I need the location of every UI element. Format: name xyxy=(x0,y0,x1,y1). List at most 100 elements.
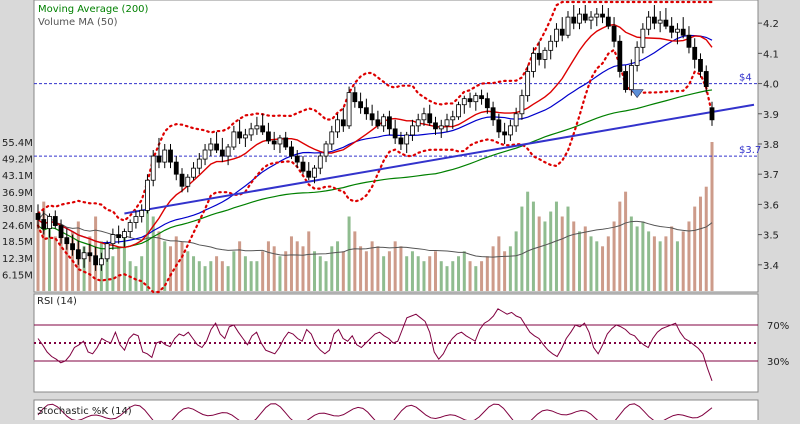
volume-ma-line xyxy=(37,212,713,258)
candle-body xyxy=(450,116,456,121)
candle-body xyxy=(87,252,93,257)
volume-bar xyxy=(157,231,161,291)
volume-bar xyxy=(416,256,420,291)
volume-bar xyxy=(174,236,178,291)
candle-body xyxy=(410,125,415,136)
price-axis: 3.4 3.5 3.6 3.7 3.8 3.9 4.0 4.1 4.2 xyxy=(758,19,779,272)
volume-bar xyxy=(336,241,340,291)
candle-body xyxy=(52,216,58,226)
volume-bar xyxy=(514,231,518,291)
rsi-level-label: 30% xyxy=(767,357,789,368)
volume-bar xyxy=(612,221,616,291)
candle-body xyxy=(381,116,387,127)
candle-body xyxy=(565,16,571,36)
candle-body xyxy=(375,119,381,127)
volume-bar xyxy=(364,251,368,291)
candle-body xyxy=(242,134,248,139)
price-tick-label: 4.0 xyxy=(763,80,779,91)
volume-bar xyxy=(583,226,587,291)
candle-body xyxy=(536,52,542,60)
candle-body xyxy=(680,28,686,36)
price-tick-label: 4.2 xyxy=(763,19,779,30)
trendline xyxy=(124,103,755,215)
candle-body xyxy=(104,243,110,260)
volume-bar xyxy=(652,236,656,291)
volume-bar xyxy=(698,196,702,291)
volume-bar xyxy=(307,231,311,291)
volume-bar xyxy=(122,236,126,291)
candle-body xyxy=(467,98,473,103)
volume-bar xyxy=(410,251,414,291)
volume-bar xyxy=(393,241,397,291)
candle-body xyxy=(202,149,208,160)
volume-bar xyxy=(376,246,380,291)
volume-bar xyxy=(624,191,628,291)
volume-bar xyxy=(601,246,605,291)
signal-marker xyxy=(630,89,644,99)
candle-body xyxy=(628,65,634,91)
volume-bar xyxy=(549,211,553,291)
candle-body xyxy=(363,107,369,115)
candle-body xyxy=(75,249,81,260)
candle-body xyxy=(208,143,214,151)
volume-bar xyxy=(589,236,593,291)
volume-bar xyxy=(53,236,57,291)
volume-bar xyxy=(543,221,547,291)
volume-bar xyxy=(278,256,282,291)
candle-body xyxy=(81,252,87,260)
candle-body xyxy=(577,13,582,24)
volume-tick-label: 18.5M xyxy=(2,237,33,248)
candlesticks xyxy=(35,5,715,271)
volume-bar xyxy=(301,246,305,291)
candle-body xyxy=(387,116,392,130)
volume-bar xyxy=(520,206,524,291)
candle-body xyxy=(473,95,479,103)
candle-body xyxy=(698,58,703,72)
volume-bar xyxy=(48,221,52,291)
candle-body xyxy=(582,13,588,21)
volume-bar xyxy=(710,142,714,291)
volume-bar xyxy=(249,261,253,291)
candle-body xyxy=(686,34,692,48)
candle-body xyxy=(594,13,600,18)
volume-bar xyxy=(468,261,472,291)
stochastic-label: Stochastic %K (14) xyxy=(37,406,132,417)
volume-bar xyxy=(485,256,489,291)
candle-body xyxy=(496,119,502,133)
candle-body xyxy=(611,25,617,42)
candle-body xyxy=(185,176,191,187)
volume-bar xyxy=(497,236,501,291)
volume-bar xyxy=(59,226,63,291)
volume-bar xyxy=(387,251,391,291)
candle-body xyxy=(623,71,628,91)
candle-body xyxy=(352,92,358,103)
volume-tick-label: 30.8M xyxy=(2,204,33,215)
candle-body xyxy=(317,155,323,169)
candle-body xyxy=(335,119,340,133)
volume-bar xyxy=(82,246,86,291)
volume-bar xyxy=(428,256,432,291)
volume-bar xyxy=(180,241,184,291)
candle-body xyxy=(513,113,519,127)
candle-body xyxy=(58,225,64,239)
volume-bar xyxy=(140,256,144,291)
rsi-indicator: 70% 30% xyxy=(34,308,789,381)
volume-bar xyxy=(284,251,288,291)
candle-body xyxy=(306,170,312,178)
volume-bar xyxy=(445,266,449,291)
candle-body xyxy=(139,210,145,217)
volume-bar xyxy=(168,246,172,291)
candle-body xyxy=(47,216,52,229)
volume-bar xyxy=(618,201,622,291)
volume-bar xyxy=(341,251,345,291)
candle-body xyxy=(554,28,559,42)
candle-body xyxy=(421,113,427,121)
bollinger-upper-band xyxy=(36,0,714,222)
candle-body xyxy=(502,131,508,136)
rsi-line xyxy=(37,308,713,381)
volume-bar xyxy=(359,246,363,291)
candle-body xyxy=(571,16,577,24)
volume-bars xyxy=(36,142,714,291)
candle-body xyxy=(266,131,271,142)
